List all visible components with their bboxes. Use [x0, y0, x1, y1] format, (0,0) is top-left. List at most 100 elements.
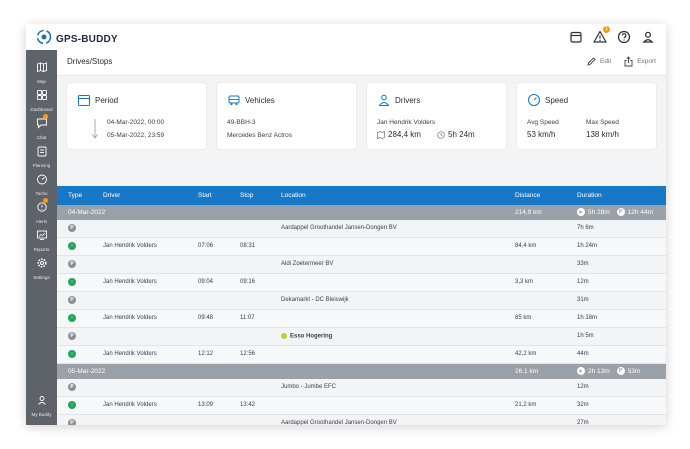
driver-name: Jan Hendrik Volders [377, 119, 436, 126]
dashboard-icon [36, 90, 47, 100]
duration-cell: 1h 24m [577, 243, 598, 249]
speed-card[interactable]: Speed Avg Speed 53 km/h Max Speed 138 km… [517, 83, 656, 149]
location-cell: Aardappel Groothandel Jansen-Dongen BV [281, 420, 397, 425]
sidebar-item-chat[interactable]: Chat [26, 114, 57, 140]
stop-row[interactable]: P Dekamarkt - DC Bleiswijk 31m [57, 292, 666, 310]
stop-type-icon: P [68, 383, 76, 391]
location-cell: Esso Hogering [281, 333, 332, 340]
duration-cell: 32m [577, 402, 589, 408]
stop-type-icon: P [68, 419, 76, 425]
app-window: GPS-BUDDY 1 Map Dashboard [26, 24, 666, 425]
edit-label: Edit [600, 58, 612, 65]
drivers-card[interactable]: Drivers Jan Hendrik Volders 284,4 km 5h … [367, 83, 506, 149]
driver-cell: Jan Hendrik Volders [103, 243, 157, 249]
date-group-row[interactable]: 05-Mar-2022 26,1 km ▶ 2h 13m P 53m [57, 364, 666, 379]
duration-cell: 1h 5m [577, 333, 594, 339]
sidebar-item-label: Tacho [35, 191, 48, 196]
driver-duration: 5h 24m [448, 130, 475, 139]
group-drive-time: 5h 28m [588, 208, 610, 216]
location-cell: Dekamarkt - DC Bleiswijk [281, 297, 349, 303]
stop-row[interactable]: P Aardappel Groothandel Jansen-Dongen BV 2… [57, 415, 666, 425]
vehicles-title: Vehicles [245, 96, 275, 105]
sidebar-item-label: Reports [33, 247, 50, 252]
start-cell: 09:04 [198, 279, 214, 285]
location-cell: Aldi Zoetermeer BV [281, 261, 334, 267]
driver-cell: Jan Hendrik Volders [103, 315, 157, 321]
distance-cell: 3,3 km [515, 279, 534, 285]
arrow-down-icon [92, 119, 98, 139]
help-icon[interactable] [616, 29, 632, 45]
fuel-station-icon [281, 333, 287, 339]
column-header-stop[interactable]: Stop [240, 192, 254, 199]
location-cell: Aardappel Groothandel Jansen-Dongen BV [281, 225, 397, 231]
sidebar-item-dashboard[interactable]: Dashboard [26, 88, 57, 112]
period-card[interactable]: Period 04-Mar-2022, 00:00 05-Mar-2022, 2… [67, 83, 206, 149]
export-button[interactable]: Export [623, 56, 656, 67]
duration-cell: 12m [577, 279, 589, 285]
user-icon[interactable] [640, 29, 656, 45]
duration-cell: 27m [577, 420, 589, 425]
gear-icon [36, 258, 47, 268]
sidebar-item-tacho[interactable]: Tacho [26, 172, 57, 196]
group-drive-time: 2h 13m [588, 367, 610, 375]
sidebar-item-label: Map [37, 79, 46, 84]
drive-row[interactable]: ↑ Jan Hendrik Volders 07:06 08:31 84,4 km 1h … [57, 238, 666, 256]
edit-button[interactable]: Edit [586, 56, 611, 67]
calendar-icon[interactable] [568, 29, 584, 45]
driver-icon [378, 94, 390, 106]
drive-type-icon: ↑ [68, 401, 76, 409]
route-icon [377, 131, 385, 139]
distance-cell: 85 km [515, 315, 532, 321]
app-name: GPS-BUDDY [56, 34, 118, 45]
stop-row[interactable]: P Aldi Zoetermeer BV 33m [57, 256, 666, 274]
sidebar-item-label: Alerts [35, 219, 48, 224]
start-cell: 12:12 [198, 351, 214, 357]
start-cell: 09:48 [198, 315, 214, 321]
stop-row[interactable]: P Jumbo - Jumbe EFC 12m [57, 379, 666, 397]
drive-row[interactable]: ↑ Jan Hendrik Volders 09:04 09:16 3,3 km 12m [57, 274, 666, 292]
column-header-distance[interactable]: Distance [515, 192, 541, 199]
stop-time-icon: P [616, 367, 625, 375]
sidebar-item-settings[interactable]: Settings [26, 256, 57, 280]
alerts-badge [43, 198, 48, 203]
column-header-duration[interactable]: Duration [577, 192, 602, 199]
sidebar-item-alerts[interactable]: Alerts [26, 198, 57, 224]
page-header: Drives/Stops Edit Export [57, 50, 666, 76]
sidebar-item-reports[interactable]: Reports [26, 228, 57, 252]
speed-title: Speed [545, 96, 569, 105]
export-label: Export [637, 58, 656, 65]
sidebar-item-my-buddy[interactable]: My Buddy [26, 393, 57, 417]
table-header: Type Driver Start Stop Location Distance… [57, 186, 666, 205]
stop-row[interactable]: P Esso Hogering 1h 5m [57, 328, 666, 346]
period-start: 04-Mar-2022, 00:00 [107, 119, 165, 126]
column-header-start[interactable]: Start [198, 192, 212, 199]
column-header-driver[interactable]: Driver [103, 192, 121, 199]
planning-icon [37, 146, 46, 157]
drive-row[interactable]: ↑ Jan Hendrik Volders 09:48 11:07 85 km 1h 18… [57, 310, 666, 328]
brand[interactable]: GPS-BUDDY [36, 29, 118, 50]
notification-badge: 1 [603, 26, 610, 33]
sidebar-item-label: Dashboard [30, 107, 53, 112]
drive-row[interactable]: ↑ Jan Hendrik Volders 12:12 12:56 42,2 km 44m [57, 346, 666, 364]
max-speed-label: Max Speed [586, 119, 619, 126]
vehicles-card[interactable]: Vehicles 49-BBH-3 Mercedes Benz Actros [217, 83, 356, 149]
distance-cell: 21,2 km [515, 402, 537, 408]
sidebar-item-planning[interactable]: Planning [26, 144, 57, 168]
drive-type-icon: ↑ [68, 242, 76, 250]
column-header-type[interactable]: Type [68, 192, 83, 199]
duration-cell: 1h 18m [577, 315, 598, 321]
date-group-row[interactable]: 04-Mar-2022 214,9 km ▶ 5h 28m P 12h 44m [57, 205, 666, 220]
period-title: Period [95, 96, 119, 105]
stop-row[interactable]: P Aardappel Groothandel Jansen-Dongen BV 7… [57, 220, 666, 238]
sidebar-item-map[interactable]: Map [26, 60, 57, 84]
duration-cell: 44m [577, 351, 589, 357]
speedometer-icon [528, 94, 540, 106]
export-icon [624, 56, 633, 67]
column-header-location[interactable]: Location [281, 192, 306, 199]
warning-icon[interactable]: 1 [592, 26, 610, 45]
vehicle-plate: 49-BBH-3 [227, 119, 256, 126]
drive-row[interactable]: ↑ Jan Hendrik Volders 13:09 13:42 21,2 km 32m [57, 397, 666, 415]
alerts-icon [36, 202, 47, 212]
vehicle-model: Mercedes Benz Actros [227, 132, 293, 139]
stop-cell: 08:31 [240, 243, 256, 249]
